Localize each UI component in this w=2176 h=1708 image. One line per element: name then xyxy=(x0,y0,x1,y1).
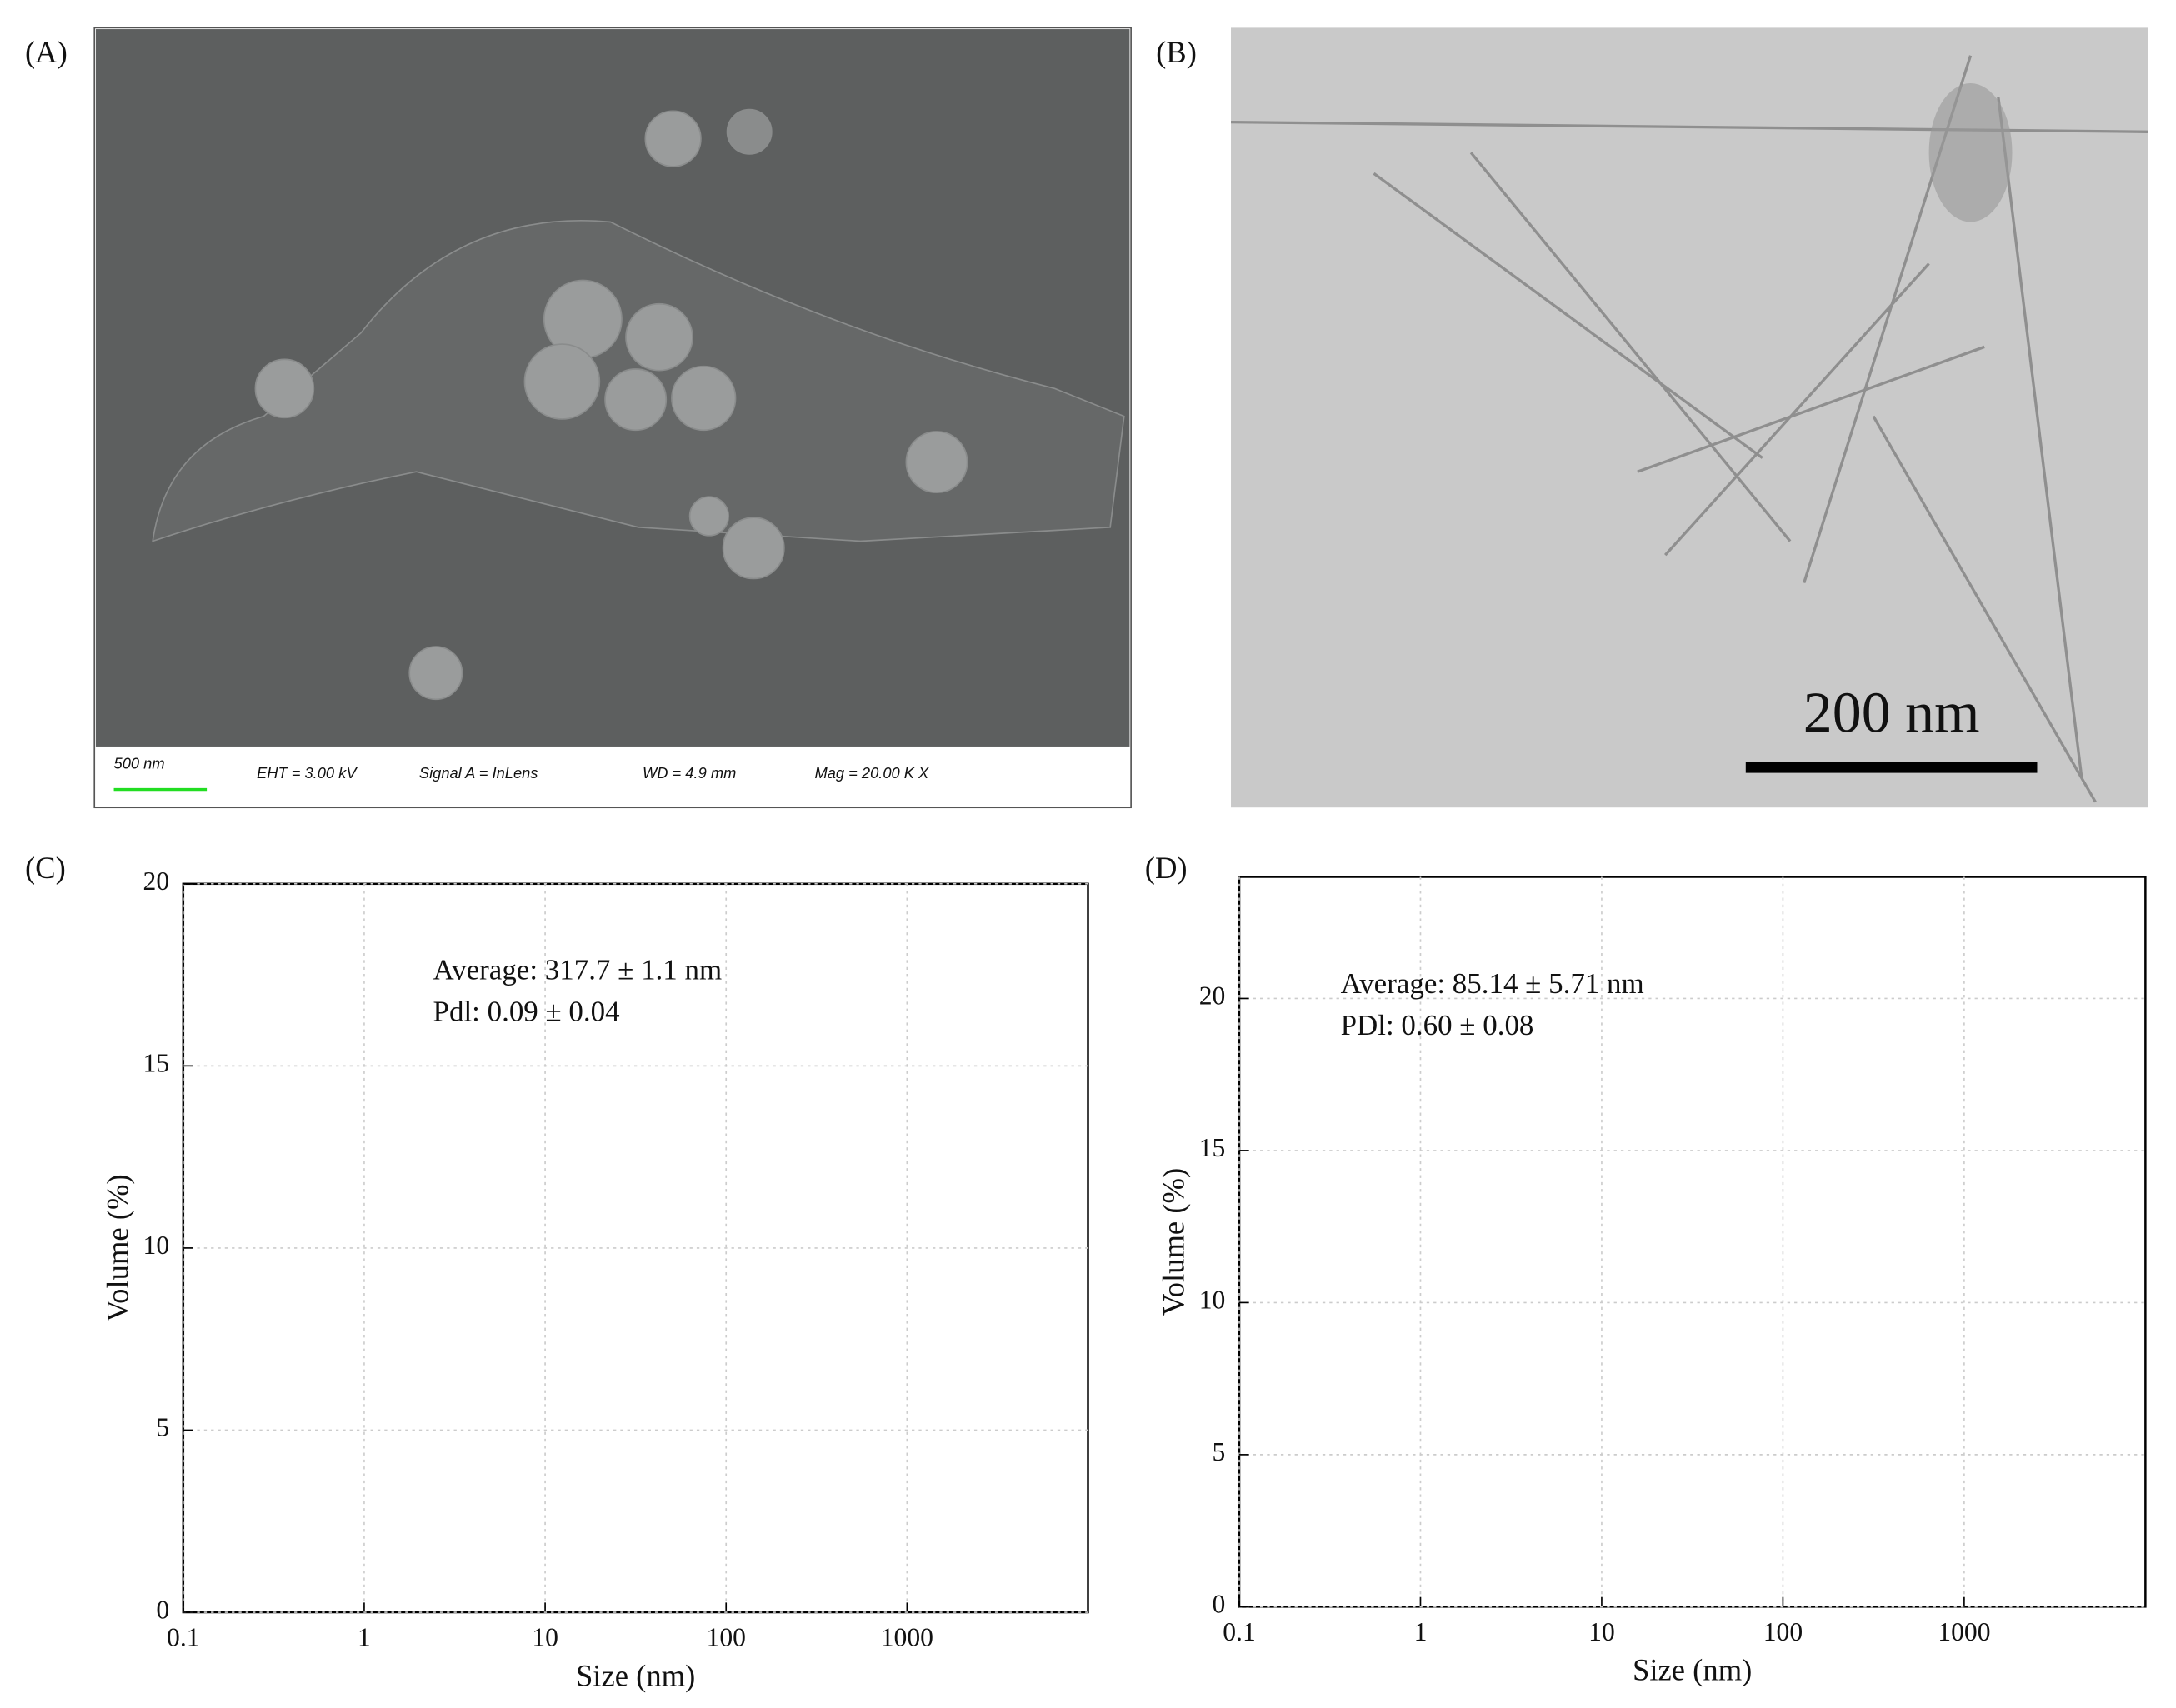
panel-label: (C) xyxy=(25,851,66,885)
x-tick-label: 1 xyxy=(358,1623,371,1652)
y-tick-label: 10 xyxy=(1199,1286,1226,1315)
x-tick-label: 10 xyxy=(1588,1617,1615,1646)
x-tick-label: 100 xyxy=(707,1623,746,1652)
annotation: PDl: 0.60 ± 0.08 xyxy=(1341,1009,1534,1041)
x-tick-label: 0.1 xyxy=(167,1623,200,1652)
panel-label: (D) xyxy=(1145,851,1188,885)
annotation: Pdl: 0.09 ± 0.04 xyxy=(433,995,620,1027)
x-tick-label: 0.1 xyxy=(1223,1617,1256,1646)
scale-bar-label: 500 nm xyxy=(114,754,165,772)
scale-bar-label: 200 nm xyxy=(1803,682,1980,746)
sem-info: Mag = 20.00 K X xyxy=(814,764,929,782)
y-tick-label: 15 xyxy=(143,1049,170,1078)
x-tick-label: 1000 xyxy=(1938,1617,1990,1646)
y-tick-label: 0 xyxy=(1213,1590,1226,1619)
x-tick-label: 10 xyxy=(532,1623,558,1652)
panel-label: (B) xyxy=(1156,35,1197,69)
sem-features xyxy=(152,108,1125,701)
annotation: Average: 85.14 ± 5.71 nm xyxy=(1341,967,1644,1000)
panel-label: (A) xyxy=(25,35,68,69)
y-tick-label: 10 xyxy=(143,1231,170,1260)
scale-bar xyxy=(1745,762,2038,773)
y-tick-label: 20 xyxy=(143,866,170,896)
sem-info: Signal A = InLens xyxy=(419,764,538,782)
y-tick-label: 15 xyxy=(1199,1133,1226,1162)
y-tick-label: 20 xyxy=(1199,981,1226,1011)
x-tick-label: 1 xyxy=(1414,1617,1428,1646)
x-tick-label: 100 xyxy=(1763,1617,1803,1646)
y-axis-label: Volume (%) xyxy=(1156,1168,1190,1316)
y-tick-label: 5 xyxy=(156,1413,169,1442)
y-axis-label: Volume (%) xyxy=(100,1174,134,1321)
x-axis-label: Size (nm) xyxy=(576,1658,695,1692)
tem-fibers xyxy=(1230,55,2148,803)
y-tick-label: 5 xyxy=(1213,1437,1226,1466)
annotation: Average: 317.7 ± 1.1 nm xyxy=(433,953,723,986)
sem-info: WD = 4.9 mm xyxy=(643,764,736,782)
sem-info: EHT = 3.00 kV xyxy=(257,764,358,782)
y-tick-label: 0 xyxy=(156,1595,169,1624)
x-tick-label: 1000 xyxy=(881,1623,933,1652)
x-axis-label: Size (nm) xyxy=(1633,1653,1752,1687)
